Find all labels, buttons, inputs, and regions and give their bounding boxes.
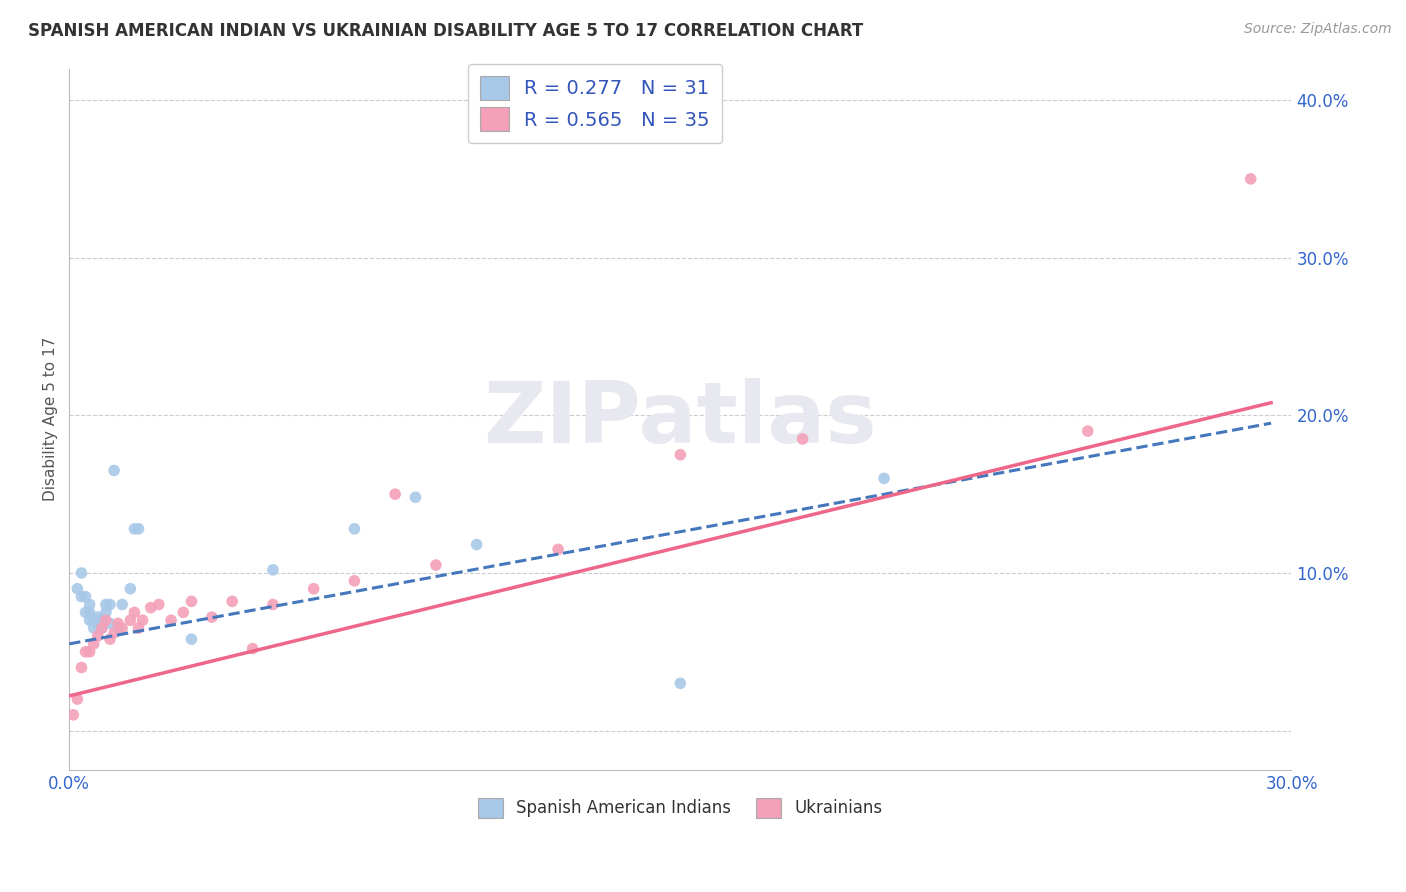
Y-axis label: Disability Age 5 to 17: Disability Age 5 to 17 bbox=[44, 337, 58, 501]
Point bbox=[75, 590, 97, 604]
Point bbox=[107, 616, 129, 631]
Text: SPANISH AMERICAN INDIAN VS UKRAINIAN DISABILITY AGE 5 TO 17 CORRELATION CHART: SPANISH AMERICAN INDIAN VS UKRAINIAN DIS… bbox=[28, 22, 863, 40]
Point bbox=[172, 606, 194, 620]
Point bbox=[669, 448, 692, 462]
Point bbox=[180, 632, 202, 647]
Point bbox=[79, 598, 101, 612]
Point bbox=[221, 594, 243, 608]
Point bbox=[94, 606, 117, 620]
Point bbox=[87, 616, 110, 631]
Point bbox=[1240, 172, 1263, 186]
Point bbox=[103, 625, 125, 640]
Point bbox=[83, 613, 105, 627]
Point bbox=[343, 522, 366, 536]
Point bbox=[70, 566, 93, 580]
Point bbox=[66, 582, 89, 596]
Point bbox=[242, 641, 264, 656]
Point bbox=[79, 645, 101, 659]
Point bbox=[87, 629, 110, 643]
Point bbox=[107, 621, 129, 635]
Point bbox=[124, 606, 146, 620]
Point bbox=[127, 522, 149, 536]
Point bbox=[70, 660, 93, 674]
Point bbox=[384, 487, 406, 501]
Point bbox=[302, 582, 325, 596]
Point bbox=[180, 594, 202, 608]
Point bbox=[98, 598, 121, 612]
Text: Source: ZipAtlas.com: Source: ZipAtlas.com bbox=[1244, 22, 1392, 37]
Point bbox=[1077, 424, 1099, 438]
Legend: Spanish American Indians, Ukrainians: Spanish American Indians, Ukrainians bbox=[471, 791, 890, 825]
Point bbox=[103, 463, 125, 477]
Point bbox=[124, 522, 146, 536]
Point bbox=[90, 613, 112, 627]
Point bbox=[98, 616, 121, 631]
Point bbox=[79, 613, 101, 627]
Point bbox=[201, 610, 224, 624]
Point bbox=[87, 610, 110, 624]
Point bbox=[343, 574, 366, 588]
Point bbox=[547, 542, 569, 557]
Point bbox=[873, 471, 896, 485]
Point bbox=[120, 613, 142, 627]
Point bbox=[98, 632, 121, 647]
Point bbox=[160, 613, 183, 627]
Point bbox=[94, 598, 117, 612]
Point bbox=[75, 606, 97, 620]
Point bbox=[111, 598, 134, 612]
Point bbox=[62, 707, 84, 722]
Point bbox=[405, 490, 427, 504]
Point bbox=[83, 637, 105, 651]
Point bbox=[90, 621, 112, 635]
Point bbox=[79, 606, 101, 620]
Point bbox=[127, 621, 149, 635]
Point bbox=[139, 600, 162, 615]
Point bbox=[669, 676, 692, 690]
Point bbox=[66, 692, 89, 706]
Point bbox=[90, 621, 112, 635]
Point bbox=[120, 582, 142, 596]
Point bbox=[262, 563, 284, 577]
Point bbox=[792, 432, 814, 446]
Text: ZIPatlas: ZIPatlas bbox=[484, 377, 877, 461]
Point bbox=[465, 538, 488, 552]
Point bbox=[131, 613, 153, 627]
Point bbox=[262, 598, 284, 612]
Point bbox=[70, 590, 93, 604]
Point bbox=[111, 621, 134, 635]
Point bbox=[75, 645, 97, 659]
Point bbox=[94, 613, 117, 627]
Point bbox=[425, 558, 447, 572]
Point bbox=[148, 598, 170, 612]
Point bbox=[83, 621, 105, 635]
